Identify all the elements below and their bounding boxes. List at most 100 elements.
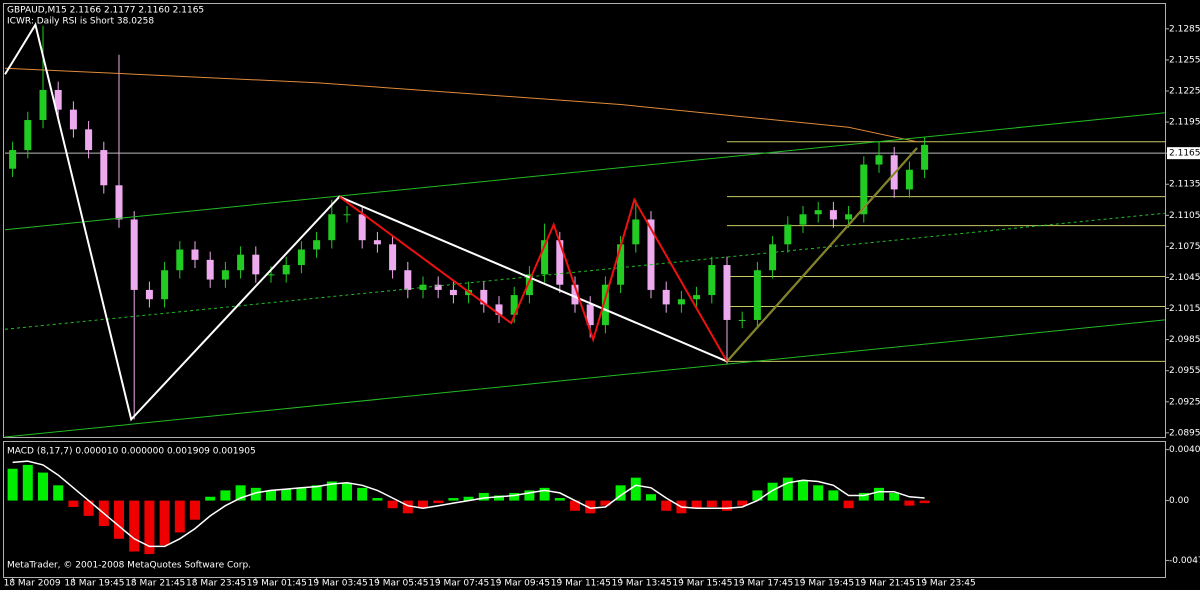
macd-bar bbox=[478, 492, 489, 501]
candle-body bbox=[176, 249, 184, 271]
candle-body bbox=[115, 185, 123, 220]
macd-bar bbox=[129, 500, 140, 552]
macd-bar bbox=[174, 500, 185, 533]
candle-body bbox=[237, 254, 245, 271]
macd-bar bbox=[296, 487, 307, 501]
overlay-line bbox=[338, 195, 728, 362]
candle-body bbox=[693, 295, 701, 300]
macd-bar bbox=[737, 500, 748, 506]
signal-line bbox=[12, 460, 925, 548]
macd-bar bbox=[448, 498, 459, 501]
candle-body bbox=[738, 319, 746, 321]
candle-body bbox=[541, 240, 549, 275]
macd-bar bbox=[311, 485, 322, 501]
y-tick-label: 2.0895 bbox=[1169, 428, 1200, 438]
macd-bar bbox=[387, 500, 398, 509]
candle-body bbox=[434, 284, 442, 290]
copyright: MetaTrader, © 2001-2008 MetaQuotes Softw… bbox=[7, 561, 251, 571]
macd-bar bbox=[813, 485, 824, 501]
price-frame bbox=[3, 3, 1166, 438]
macd-bar bbox=[570, 500, 580, 511]
candle-body bbox=[875, 155, 883, 165]
x-tick-label: 19 Mar 07:45 bbox=[429, 579, 489, 589]
macd-bar bbox=[326, 481, 337, 501]
candle-body bbox=[313, 240, 321, 250]
candle-body bbox=[69, 109, 77, 130]
overlay-line bbox=[4, 319, 1165, 438]
candle-body bbox=[677, 299, 685, 305]
y-tick-label: 2.0985 bbox=[1169, 335, 1200, 345]
macd-bar bbox=[266, 490, 276, 501]
macd-bar bbox=[919, 500, 930, 504]
macd-bar bbox=[220, 490, 231, 501]
candle-body bbox=[860, 164, 868, 215]
candle-body bbox=[647, 219, 655, 290]
y-tick-label: 2.1045 bbox=[1169, 273, 1200, 283]
candle-body bbox=[191, 249, 199, 260]
macd-bar bbox=[874, 487, 884, 501]
x-tick-label: 19 Mar 09:45 bbox=[490, 579, 550, 589]
candle-body bbox=[480, 289, 488, 305]
macd-bar bbox=[68, 500, 79, 507]
macd-bar bbox=[342, 482, 352, 501]
candle-body bbox=[145, 289, 153, 300]
y-tick-label: 2.1015 bbox=[1169, 304, 1200, 314]
macd-bar bbox=[691, 500, 702, 509]
macd-bar bbox=[767, 482, 778, 501]
macd-bar bbox=[372, 498, 383, 501]
macd-bar bbox=[53, 485, 64, 501]
candle-body bbox=[161, 270, 169, 300]
macd-bar bbox=[83, 500, 94, 516]
macd-bar bbox=[782, 477, 793, 501]
candle-body bbox=[799, 214, 807, 225]
macd-bar bbox=[250, 487, 261, 501]
candle-body bbox=[130, 219, 138, 290]
macd-bar bbox=[7, 468, 18, 501]
current-price-box bbox=[1167, 147, 1200, 160]
y-tick-label: 2.0955 bbox=[1169, 366, 1200, 376]
x-tick-label: 19 Mar 03:45 bbox=[308, 579, 368, 589]
macd-bar bbox=[539, 487, 550, 501]
x-tick-label: 19 Mar 11:45 bbox=[551, 579, 611, 589]
y-tick-label: 2.1285 bbox=[1169, 24, 1200, 34]
candle-body bbox=[586, 304, 594, 326]
x-tick-label: 18 Mar 23:45 bbox=[186, 579, 246, 589]
candle-body bbox=[571, 284, 579, 305]
macd-bar bbox=[494, 495, 504, 501]
macd-bar bbox=[205, 496, 216, 501]
candle-body bbox=[769, 244, 777, 271]
y-tick-label: 0.00 bbox=[1169, 496, 1189, 506]
candle-body bbox=[358, 214, 366, 241]
macd-bar bbox=[722, 500, 732, 511]
candle-body bbox=[24, 120, 32, 151]
overlay-line bbox=[726, 147, 918, 363]
macd-bar bbox=[433, 500, 444, 504]
macd-bar bbox=[190, 500, 200, 520]
macd-bar bbox=[38, 472, 48, 501]
candle-body bbox=[723, 265, 731, 320]
price-title: GBPAUD,M15 2.1166 2.1177 2.1160 2.1165 bbox=[7, 6, 204, 16]
y-tick-label: 2.1165 bbox=[1169, 149, 1200, 159]
macd-bar bbox=[661, 500, 672, 511]
candle-body bbox=[495, 304, 503, 315]
macd-bar bbox=[858, 492, 869, 501]
macd-bar bbox=[524, 490, 535, 501]
macd-bar bbox=[357, 487, 368, 501]
candle-body bbox=[404, 270, 412, 290]
candle-body bbox=[617, 244, 625, 285]
y-tick-label: 2.1075 bbox=[1169, 242, 1200, 252]
macd-bar bbox=[843, 500, 854, 509]
candle-body bbox=[510, 295, 518, 315]
macd-bar bbox=[402, 500, 413, 514]
candle-body bbox=[39, 89, 47, 121]
candle-body bbox=[221, 270, 229, 280]
macd-bar bbox=[235, 485, 246, 501]
macd-bar bbox=[463, 496, 474, 501]
candle-body bbox=[845, 214, 853, 220]
candle-body bbox=[784, 224, 792, 245]
overlay-line bbox=[4, 112, 1165, 231]
macd-bar bbox=[904, 500, 915, 506]
candle-body bbox=[814, 210, 822, 215]
macd-bar bbox=[554, 498, 565, 501]
